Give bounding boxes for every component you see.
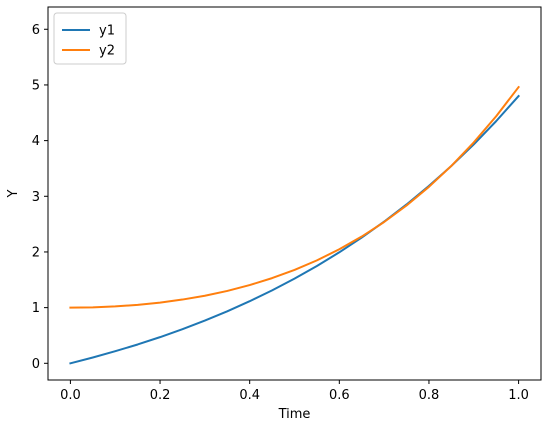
axes: 0.0 0.2 0.4 0.6 0.8 1.0 0 1 2 3 4 5 6	[32, 6, 542, 403]
plot-frame	[47, 6, 542, 381]
x-tick-label: 0.2	[150, 388, 171, 403]
y-tick-label: 0	[32, 357, 40, 372]
legend-box	[53, 12, 127, 65]
y-tick-label: 3	[32, 190, 40, 205]
x-tick-label: 0.8	[419, 388, 440, 403]
x-tick-label: 1.0	[508, 388, 529, 403]
series-group	[69, 85, 521, 365]
legend-label-y1: y1	[99, 24, 115, 39]
y-tick-label: 4	[32, 134, 40, 149]
series-line-y2	[69, 85, 520, 309]
y-tick-label: 1	[32, 301, 40, 316]
y-axis-label: Y	[6, 189, 21, 198]
y-tick-label: 2	[32, 245, 40, 260]
y-tick-label: 5	[32, 78, 40, 93]
plot-area	[48, 7, 541, 380]
y-tick-label: 6	[32, 23, 40, 38]
x-axis-label: Time	[278, 407, 311, 422]
plot-background	[48, 7, 541, 380]
x-tick-label: 0.4	[239, 388, 260, 403]
legend-label-y2: y2	[99, 44, 115, 59]
x-tick-label: 0.0	[60, 388, 81, 403]
x-tick-label: 0.6	[329, 388, 350, 403]
